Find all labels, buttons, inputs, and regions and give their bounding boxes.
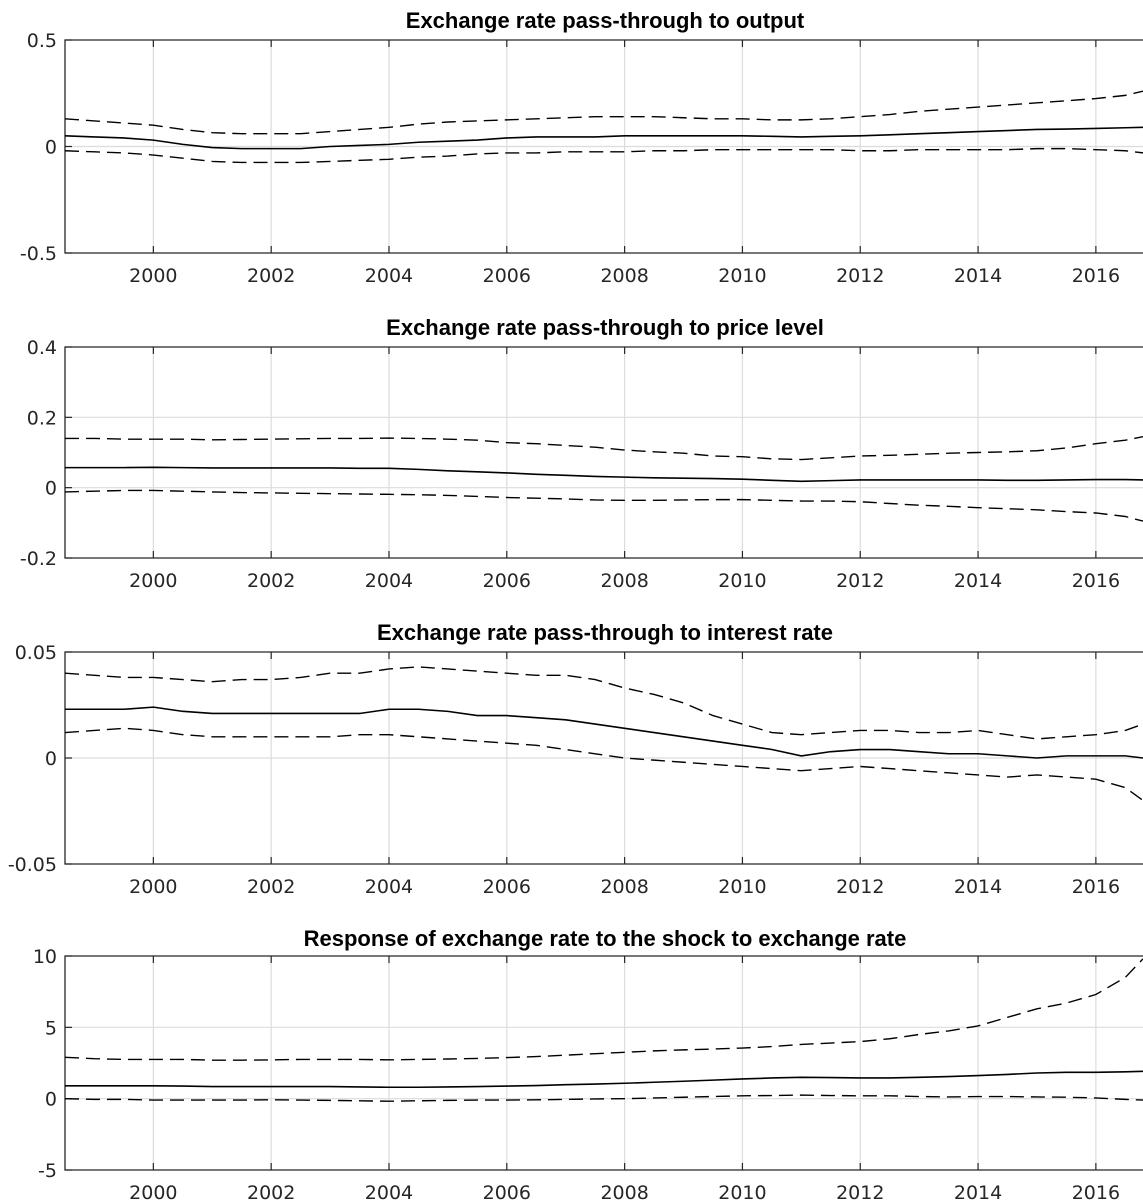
x-tick-label: 2008 xyxy=(600,265,648,287)
x-tick-label: 2008 xyxy=(600,570,648,592)
upper-line-output xyxy=(64,90,1143,135)
lower-line-price-level xyxy=(64,489,1143,522)
y-tick-label: 0.4 xyxy=(27,337,57,359)
plot-area-price-level: 2000 2002 2004 2006 2008 2010 2012 2014 2016 -0.2… xyxy=(20,337,1143,592)
x-tick-label: 2002 xyxy=(247,876,295,898)
x-tick-label: 2002 xyxy=(247,570,295,592)
x-tick-label: 2016 xyxy=(1072,876,1120,898)
x-tick-label: 2006 xyxy=(483,265,531,287)
x-tick-label: 2010 xyxy=(718,876,766,898)
y-tick-label: -0.5 xyxy=(20,243,57,265)
plot-area-exchange-rate: 2000 2002 2004 2006 2008 2010 2012 2014 2016 -5 0 5… xyxy=(33,946,1143,1204)
y-tick-label: 0 xyxy=(45,748,57,770)
axes-frame xyxy=(64,955,1143,1171)
x-tick-label: 2014 xyxy=(954,876,1002,898)
y-tick-label: -0.05 xyxy=(8,854,57,876)
x-tick-label: 2002 xyxy=(247,1182,295,1204)
x-tick-label: 2012 xyxy=(836,876,884,898)
x-tick-label: 2010 xyxy=(718,1182,766,1204)
median-line-exchange-rate xyxy=(65,1070,1143,1089)
x-tick-label: 2014 xyxy=(954,265,1002,287)
plot-area-interest-rate: 2000 2002 2004 2006 2008 2010 2012 2014 2016 -0.0… xyxy=(8,642,1143,898)
median-line-interest-rate xyxy=(65,706,1143,759)
lower-line-interest-rate xyxy=(64,727,1143,801)
x-tick-label: 2004 xyxy=(365,876,413,898)
y-tick-label: 0.05 xyxy=(15,642,57,664)
x-tick-label: 2006 xyxy=(483,876,531,898)
x-tick-label: 2012 xyxy=(836,570,884,592)
upper-line-interest-rate xyxy=(64,666,1143,740)
x-tick-label: 2014 xyxy=(954,1182,1002,1204)
chart-title-interest-rate: Exchange rate pass-through to interest r… xyxy=(377,620,833,645)
axes-frame xyxy=(64,39,1143,254)
x-tick-label: 2014 xyxy=(954,570,1002,592)
x-tick-label: 2000 xyxy=(129,876,177,898)
y-tick-label: 10 xyxy=(33,946,57,968)
median-line-output xyxy=(64,126,1143,150)
x-tick-label: 2012 xyxy=(836,265,884,287)
x-tick-label: 2000 xyxy=(129,1182,177,1204)
y-tick-label: 0 xyxy=(45,1089,57,1111)
x-tick-label: 2010 xyxy=(718,570,766,592)
x-tick-label: 2002 xyxy=(247,265,295,287)
upper-line-price-level xyxy=(65,435,1143,461)
panel-exchange-rate: Response of exchange rate to the shock t… xyxy=(33,926,1143,1204)
y-tick-label: 0 xyxy=(45,478,57,500)
x-tick-label: 2016 xyxy=(1072,570,1120,592)
x-tick-label: 2006 xyxy=(483,1182,531,1204)
y-tick-label: 0.2 xyxy=(27,407,57,429)
x-tick-label: 2008 xyxy=(600,1182,648,1204)
x-tick-label: 2004 xyxy=(365,1182,413,1204)
chart-title-exchange-rate: Response of exchange rate to the shock t… xyxy=(304,926,907,951)
panel-output: Exchange rate pass-through to output 200… xyxy=(20,8,1143,287)
y-tick-label: -0.2 xyxy=(20,548,57,570)
chart-title-output: Exchange rate pass-through to output xyxy=(406,8,805,33)
plot-area-output: 2000 2002 2004 2006 2008 2010 2012 2014 2016 -0.5… xyxy=(20,30,1143,287)
x-tick-label: 2000 xyxy=(129,570,177,592)
upper-line-exchange-rate xyxy=(64,958,1143,1061)
axes-frame xyxy=(64,346,1143,559)
x-tick-label: 2004 xyxy=(365,570,413,592)
panel-interest-rate: Exchange rate pass-through to interest r… xyxy=(8,620,1143,898)
x-tick-label: 2000 xyxy=(129,265,177,287)
y-tick-label: 0.5 xyxy=(27,30,57,52)
median-line-price-level xyxy=(65,466,1143,483)
x-tick-label: 2004 xyxy=(365,265,413,287)
x-tick-label: 2012 xyxy=(836,1182,884,1204)
y-tick-label: -5 xyxy=(38,1160,57,1182)
x-tick-label: 2006 xyxy=(483,570,531,592)
y-tick-label: 0 xyxy=(45,137,57,159)
x-tick-label: 2016 xyxy=(1072,1182,1120,1204)
x-tick-label: 2016 xyxy=(1072,265,1120,287)
lower-line-output xyxy=(64,147,1143,164)
x-tick-label: 2008 xyxy=(600,876,648,898)
y-tick-label: 5 xyxy=(45,1017,57,1039)
panel-price-level: Exchange rate pass-through to price leve… xyxy=(20,315,1143,592)
x-tick-label: 2010 xyxy=(718,265,766,287)
lower-line-exchange-rate xyxy=(64,1094,1143,1102)
axes-frame xyxy=(64,651,1143,865)
chart-title-price-level: Exchange rate pass-through to price leve… xyxy=(386,315,824,340)
